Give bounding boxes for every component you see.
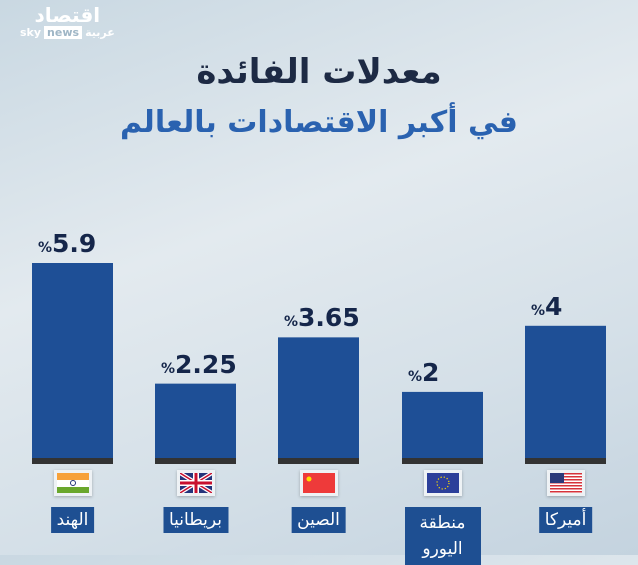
category-label: الصين [291, 507, 346, 533]
india-flag-icon [53, 470, 92, 496]
uk-flag-icon [176, 470, 215, 496]
category-label: منطقة اليورو [404, 507, 481, 565]
logo-news: news [44, 26, 83, 39]
bar-base [155, 458, 236, 464]
chart-title: معدلات الفائدة [196, 52, 442, 92]
bar [278, 337, 359, 458]
bar-base [402, 458, 483, 464]
eu-flag-icon [423, 470, 462, 496]
sky-news-arabia-logo: اقتصاد sky news عربية [20, 4, 115, 39]
percent-sign: % [38, 240, 53, 256]
percent-sign: % [531, 302, 546, 319]
value-text: 5.9 [52, 229, 97, 258]
value-text: 2.25 [175, 349, 237, 379]
data-label: %4 [531, 292, 562, 321]
category-label: الهند [50, 507, 95, 533]
bar-base [32, 458, 113, 464]
data-label: %2.25 [161, 350, 237, 379]
logo-arabiya: عربية [85, 26, 115, 39]
value-text: 3.65 [298, 303, 360, 333]
data-label: %3.65 [284, 303, 360, 332]
bar-base [525, 458, 606, 464]
percent-sign: % [161, 360, 176, 377]
category-label: أميركا [538, 507, 593, 533]
logo-arabic: اقتصاد [34, 3, 101, 27]
chart-subtitle: في أكبر الاقتصادات بالعالم [120, 105, 518, 140]
china-flag-icon [299, 470, 338, 496]
percent-sign: % [284, 314, 299, 331]
bar [155, 383, 236, 458]
bar-base [278, 458, 359, 464]
value-text: 2 [422, 357, 440, 387]
bar [525, 325, 606, 458]
percent-sign: % [408, 368, 423, 385]
data-label: %2 [408, 358, 439, 387]
us-flag-icon [546, 470, 585, 496]
bar [402, 391, 483, 458]
logo-sky: sky [20, 26, 42, 39]
bar [32, 263, 113, 458]
data-label: %5.9 [38, 229, 96, 258]
category-label: بريطانيا [162, 507, 229, 533]
value-text: 4 [545, 291, 563, 321]
